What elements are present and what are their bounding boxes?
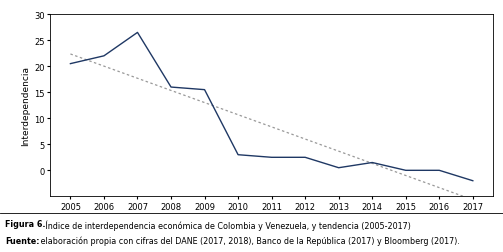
Y-axis label: Interdependencia: Interdependencia <box>21 66 30 146</box>
Text: Índice de interdependencia económica de Colombia y Venezuela, y tendencia (2005-: Índice de interdependencia económica de … <box>43 219 410 230</box>
Text: Fuente:: Fuente: <box>5 236 40 245</box>
Text: Figura 6.: Figura 6. <box>5 219 46 228</box>
Text: elaboración propia con cifras del DANE (2017, 2018), Banco de la República (2017: elaboración propia con cifras del DANE (… <box>38 236 460 245</box>
